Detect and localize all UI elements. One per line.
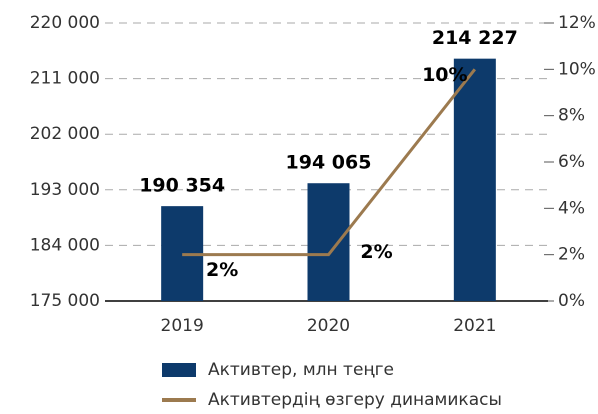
y-tick-label: 175 000 bbox=[30, 291, 100, 311]
data-label: 2% bbox=[206, 259, 238, 281]
legend-label: Активтердің өзгеру динамикасы bbox=[208, 390, 502, 410]
y-tick-label: 211 000 bbox=[30, 69, 100, 89]
data-label: 214 227 bbox=[432, 27, 518, 49]
x-tick-label: 2020 bbox=[307, 316, 350, 336]
y-tick-label: 202 000 bbox=[30, 124, 100, 144]
y2-tick-label: 12% bbox=[558, 13, 596, 33]
y2-tick-label: 10% bbox=[558, 59, 596, 79]
data-label: 10% bbox=[422, 64, 467, 86]
y-tick-label: 184 000 bbox=[30, 235, 100, 255]
line bbox=[182, 68, 477, 257]
y2-tick-label: 0% bbox=[558, 291, 585, 311]
bar bbox=[453, 58, 496, 302]
y2-tick-label: 2% bbox=[558, 245, 585, 265]
bar bbox=[307, 183, 350, 301]
data-label: 194 065 bbox=[286, 152, 372, 174]
x-tick-label: 2019 bbox=[161, 316, 204, 336]
y2-tick-label: 4% bbox=[558, 198, 585, 218]
legend-label: Активтер, млн теңге bbox=[208, 360, 394, 380]
y-tick-label: 193 000 bbox=[30, 180, 100, 200]
y2-tick-label: 6% bbox=[558, 152, 585, 172]
legend-swatch bbox=[162, 363, 196, 377]
y-tick-label: 220 000 bbox=[30, 13, 100, 33]
data-label: 2% bbox=[360, 241, 392, 263]
data-label: 190 354 bbox=[139, 175, 225, 197]
y2-tick-label: 8% bbox=[558, 106, 585, 126]
x-tick-label: 2021 bbox=[453, 316, 496, 336]
